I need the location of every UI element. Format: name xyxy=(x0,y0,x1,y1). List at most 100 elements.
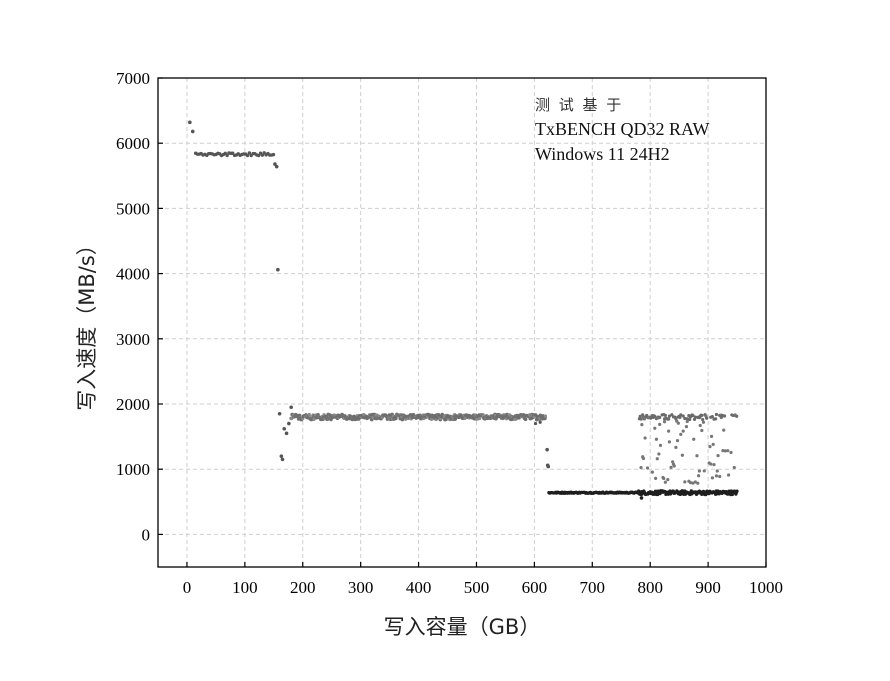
data-point xyxy=(637,492,642,496)
data-point xyxy=(723,449,727,453)
data-point xyxy=(684,425,689,429)
data-point xyxy=(710,476,714,480)
y-tick-label: 6000 xyxy=(116,134,150,153)
data-point xyxy=(674,445,678,449)
data-point xyxy=(669,465,673,469)
y-tick-label: 5000 xyxy=(116,199,150,218)
data-point xyxy=(696,474,701,478)
data-point xyxy=(277,411,282,416)
data-point xyxy=(730,492,735,497)
data-point xyxy=(538,420,542,424)
annotation-line: 测 试 基 于 xyxy=(535,96,623,114)
annotation-line: TxBENCH QD32 RAW xyxy=(535,119,710,139)
data-point xyxy=(650,470,654,474)
data-point xyxy=(658,443,663,447)
data-point xyxy=(666,478,670,482)
data-point xyxy=(543,414,548,418)
data-point xyxy=(688,417,692,422)
data-point xyxy=(640,423,644,427)
data-point xyxy=(639,417,643,421)
data-point xyxy=(271,152,276,157)
x-tick-label: 100 xyxy=(232,578,258,597)
data-point xyxy=(657,452,661,456)
data-point xyxy=(247,151,252,155)
data-point xyxy=(695,454,699,458)
data-point xyxy=(284,431,289,436)
data-point xyxy=(711,442,715,446)
data-point xyxy=(653,426,657,430)
data-point xyxy=(533,421,538,426)
data-point xyxy=(225,153,229,158)
data-point xyxy=(394,416,398,421)
data-point xyxy=(667,417,671,421)
x-tick-label: 400 xyxy=(406,578,432,597)
data-point xyxy=(681,414,685,418)
data-point xyxy=(654,476,658,480)
data-point xyxy=(429,417,434,421)
data-point xyxy=(641,456,646,461)
data-point xyxy=(546,464,551,469)
data-point xyxy=(693,480,697,484)
data-point xyxy=(722,428,726,432)
data-point xyxy=(714,412,719,417)
data-point xyxy=(692,437,696,441)
data-point xyxy=(662,476,666,481)
data-point xyxy=(722,414,727,418)
data-point xyxy=(256,153,261,158)
x-tick-label: 900 xyxy=(695,578,721,597)
data-point xyxy=(700,413,704,417)
y-tick-label: 1000 xyxy=(116,460,150,479)
data-point xyxy=(655,457,659,461)
data-point xyxy=(714,474,719,478)
data-point xyxy=(685,419,689,424)
data-point xyxy=(710,414,714,419)
x-tick-label: 200 xyxy=(290,578,316,597)
data-point xyxy=(245,153,250,158)
data-point xyxy=(658,422,662,426)
x-tick-label: 600 xyxy=(522,578,548,597)
x-tick-label: 0 xyxy=(183,578,192,597)
x-tick-label: 300 xyxy=(348,578,374,597)
y-axis-label: 写入速度（MB/s） xyxy=(75,234,99,411)
data-point xyxy=(681,429,685,433)
data-point xyxy=(721,449,725,453)
data-point xyxy=(643,436,647,440)
data-point xyxy=(667,414,672,418)
x-tick-label: 700 xyxy=(580,578,606,597)
data-point xyxy=(662,420,667,424)
data-point xyxy=(676,421,680,425)
data-point xyxy=(698,423,702,428)
data-point xyxy=(639,496,644,500)
data-point xyxy=(688,480,693,485)
data-point xyxy=(663,480,667,484)
data-point xyxy=(696,481,700,485)
data-point xyxy=(709,462,713,466)
data-point xyxy=(282,426,287,431)
data-point xyxy=(675,439,680,443)
data-point xyxy=(700,428,704,433)
data-point xyxy=(188,120,192,125)
data-point xyxy=(697,469,702,473)
data-point xyxy=(663,413,667,417)
y-tick-label: 4000 xyxy=(116,265,150,284)
data-point xyxy=(691,481,695,485)
data-point xyxy=(683,480,687,484)
data-point xyxy=(297,413,302,418)
data-point xyxy=(658,415,662,419)
data-points xyxy=(188,120,739,500)
data-point xyxy=(645,466,650,470)
plot-frame xyxy=(157,77,767,568)
y-tick-label: 3000 xyxy=(116,330,150,349)
data-point xyxy=(685,417,689,421)
data-point xyxy=(735,489,739,493)
x-tick-label: 800 xyxy=(637,578,663,597)
data-point xyxy=(638,414,642,418)
data-point xyxy=(729,450,733,455)
y-tick-label: 2000 xyxy=(116,395,150,414)
data-point xyxy=(691,413,695,418)
data-point xyxy=(667,429,671,433)
x-tick-label: 1000 xyxy=(749,578,783,597)
data-point xyxy=(190,129,195,134)
data-point xyxy=(545,447,549,452)
